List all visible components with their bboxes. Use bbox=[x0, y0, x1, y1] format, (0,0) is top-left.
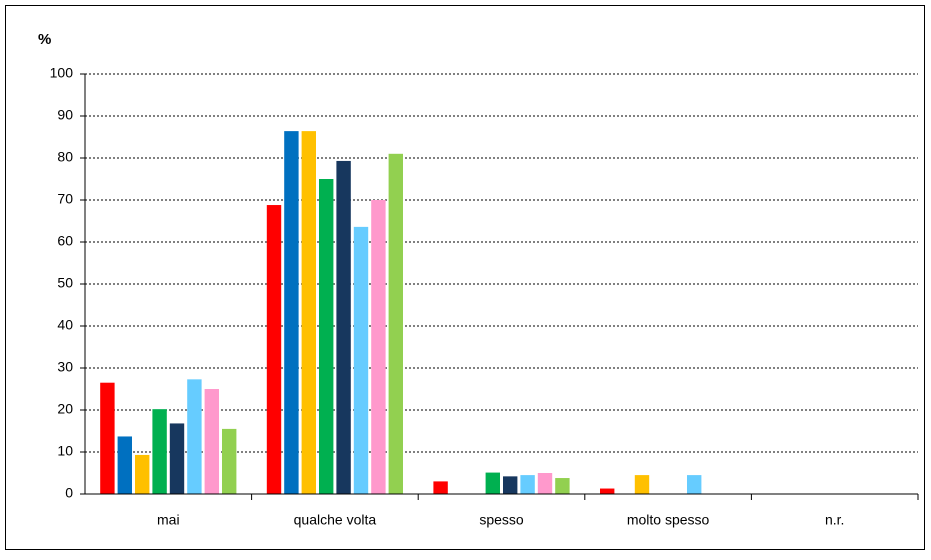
bar bbox=[100, 382, 115, 494]
bar bbox=[537, 473, 553, 494]
bar bbox=[371, 200, 386, 494]
bar bbox=[204, 389, 219, 494]
bar bbox=[388, 153, 403, 495]
x-tick-label: spesso bbox=[479, 512, 524, 528]
y-tick-label: 10 bbox=[57, 443, 73, 459]
bar bbox=[520, 475, 535, 494]
y-tick-label: 20 bbox=[57, 401, 73, 417]
x-tick-label: qualche volta bbox=[294, 512, 377, 528]
y-tick-label: 0 bbox=[65, 485, 73, 501]
bar bbox=[284, 131, 299, 494]
x-tick-label: mai bbox=[157, 512, 180, 528]
bar bbox=[353, 226, 369, 494]
bar bbox=[336, 160, 351, 494]
y-axis-label: % bbox=[38, 31, 51, 48]
bar bbox=[301, 131, 316, 494]
y-tick-label: 90 bbox=[57, 107, 73, 123]
bar bbox=[152, 409, 167, 494]
y-tick-label: 80 bbox=[57, 149, 73, 165]
bar bbox=[503, 476, 518, 494]
bar bbox=[485, 472, 500, 494]
bar bbox=[222, 428, 237, 494]
bar bbox=[600, 488, 615, 494]
bar bbox=[117, 436, 132, 494]
y-tick-label: 50 bbox=[57, 275, 73, 291]
bar bbox=[433, 481, 448, 494]
y-tick-label: 70 bbox=[57, 191, 73, 207]
y-tick-label: 30 bbox=[57, 359, 73, 375]
bar bbox=[187, 379, 202, 494]
y-tick-label: 60 bbox=[57, 233, 73, 249]
bar bbox=[266, 205, 282, 495]
x-tick-label: n.r. bbox=[825, 512, 844, 528]
x-tick-label: molto spesso bbox=[627, 512, 710, 528]
y-tick-label: 40 bbox=[57, 317, 73, 333]
y-tick-label: 100 bbox=[50, 65, 74, 81]
bar bbox=[555, 478, 570, 494]
bar bbox=[687, 475, 702, 494]
bar bbox=[169, 423, 185, 494]
bar bbox=[634, 475, 650, 494]
bar bbox=[319, 179, 334, 494]
bar bbox=[135, 454, 150, 494]
